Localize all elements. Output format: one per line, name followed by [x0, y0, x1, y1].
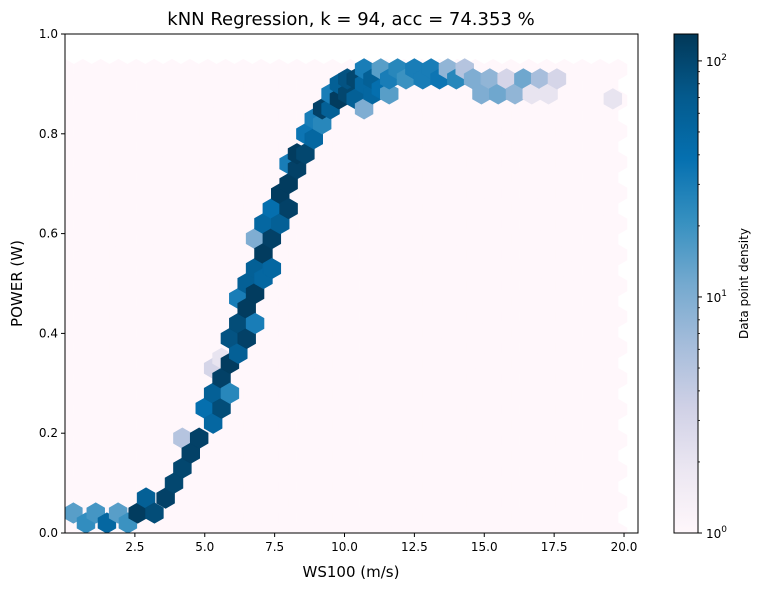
x-tick-label: 17.5: [541, 540, 568, 554]
plot-frame: [64, 33, 639, 534]
x-tick-label: 5.0: [195, 540, 214, 554]
x-tick-label: 12.5: [401, 540, 428, 554]
y-axis-ticks: 0.0 0.2 0.4 0.6 0.8 1.0: [39, 27, 65, 540]
x-tick-label: 20.0: [611, 540, 638, 554]
colorbar-ticks: 100 101 102: [698, 53, 727, 541]
hexbin-cell: [380, 83, 399, 105]
colorbar-tick-label: 100: [706, 525, 727, 541]
hexbin-cell: [245, 312, 265, 335]
colorbar-label: Data point density: [737, 228, 751, 339]
background-hex: [608, 58, 628, 81]
colorbar: [673, 33, 699, 534]
x-axis-ticks: 2.5 5.0 7.5 10.0 12.5 15.0 17.5 20.0: [125, 533, 637, 554]
hexbin-cell: [603, 88, 623, 110]
hexbin-cell: [262, 257, 282, 280]
background-hexes: [65, 58, 628, 533]
chart-title: kNN Regression, k = 94, acc = 74.353 %: [167, 9, 534, 30]
y-axis-title: POWER (W): [8, 240, 26, 327]
y-tick-label: 0.2: [39, 426, 58, 440]
x-tick-label: 2.5: [125, 540, 144, 554]
colorbar-tick-label: 102: [706, 53, 727, 69]
colorbar-tick-label: 101: [706, 289, 727, 305]
plot-area: [65, 58, 628, 533]
x-tick-label: 7.5: [265, 540, 284, 554]
hexbin-cell: [189, 427, 209, 449]
hexbin-cell: [145, 502, 164, 524]
y-tick-label: 0.8: [39, 127, 58, 141]
y-tick-label: 0.4: [39, 326, 58, 340]
hexbin-cell: [547, 68, 567, 90]
y-tick-label: 1.0: [39, 27, 58, 41]
y-tick-label: 0.0: [39, 526, 58, 540]
x-tick-label: 10.0: [331, 540, 358, 554]
hexbin-cell: [279, 198, 298, 220]
x-tick-label: 15.0: [471, 540, 498, 554]
data-hexes: [65, 58, 623, 533]
x-axis-title: WS100 (m/s): [303, 563, 400, 581]
y-tick-label: 0.6: [39, 227, 58, 241]
hexbin-cell: [220, 382, 240, 404]
